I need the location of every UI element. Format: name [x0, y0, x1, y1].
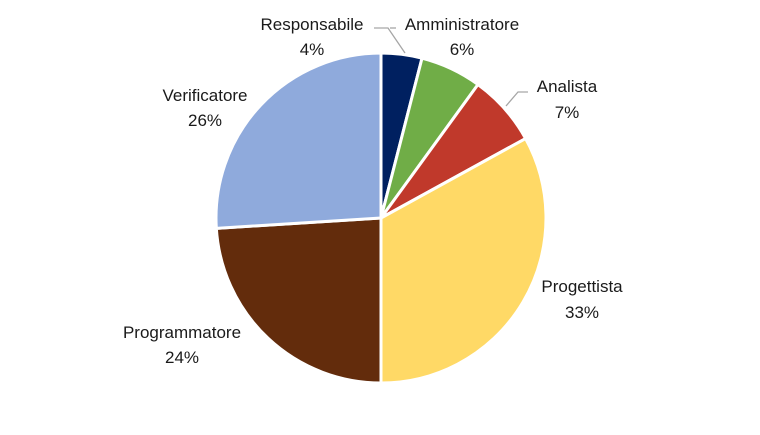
pie-slice-programmatore	[214, 216, 383, 385]
label-amministratore-name: Amministratore	[405, 15, 519, 34]
label-verificatore-name: Verificatore	[162, 86, 247, 105]
leader-lines	[374, 27, 528, 107]
label-analista-name: Analista	[537, 77, 598, 96]
label-progettista-name: Progettista	[541, 277, 623, 296]
leader-line-analista	[505, 91, 528, 107]
label-programmatore-name: Programmatore	[123, 323, 241, 342]
label-amministratore-percent: 6%	[450, 40, 475, 59]
label-responsabile-name: Responsabile	[260, 15, 363, 34]
pie-slice-progettista	[379, 137, 548, 385]
label-programmatore-percent: 24%	[165, 348, 199, 367]
label-analista-percent: 7%	[555, 103, 580, 122]
pie-slices	[214, 51, 548, 385]
slice-labels: Responsabile 4% Amministratore 6% Analis…	[123, 15, 623, 367]
pie-slice-verificatore	[214, 51, 383, 230]
label-verificatore-percent: 26%	[188, 111, 222, 130]
leader-line-responsabile	[374, 27, 406, 54]
label-progettista-percent: 33%	[565, 303, 599, 322]
label-responsabile-percent: 4%	[300, 40, 325, 59]
